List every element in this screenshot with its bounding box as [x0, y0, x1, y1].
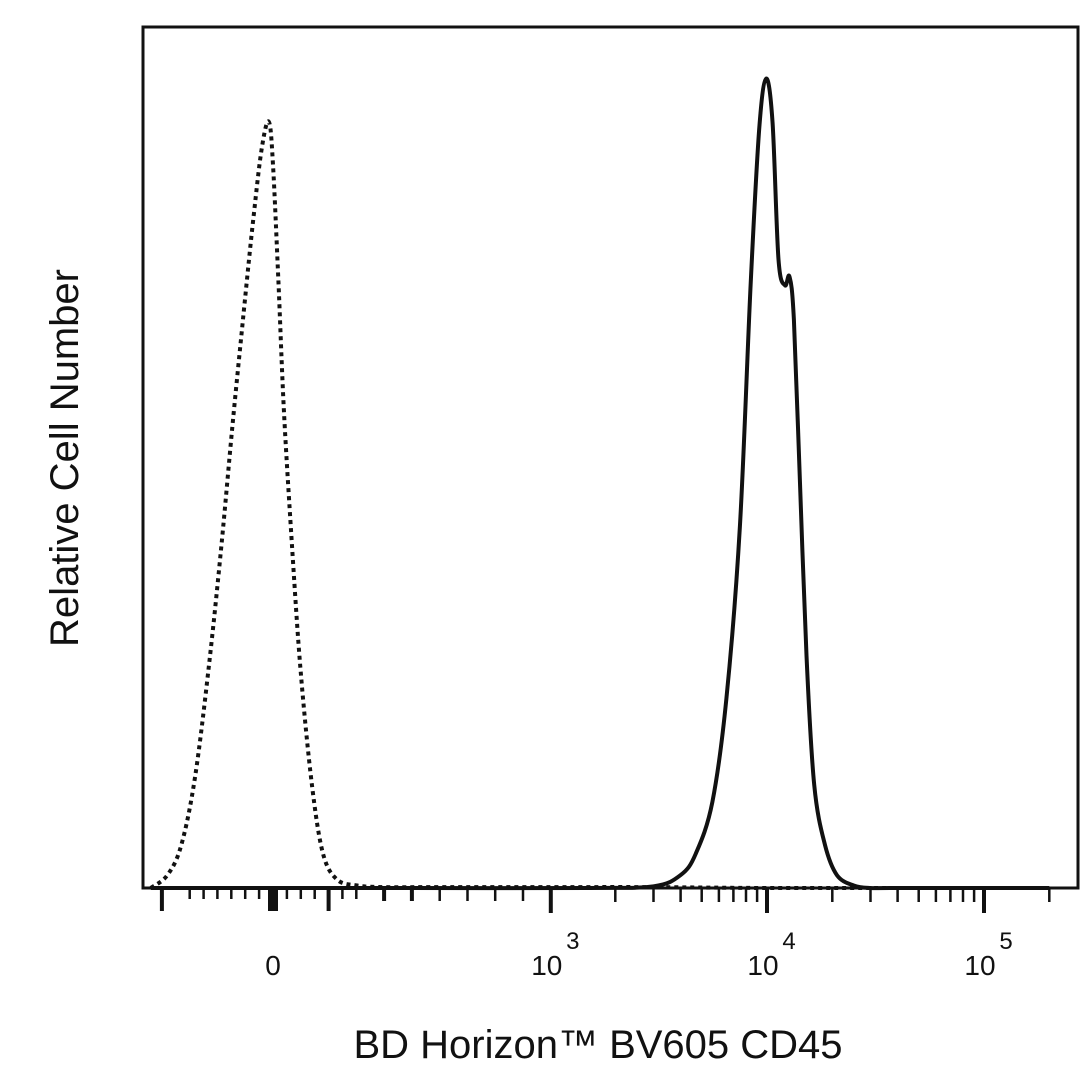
series-layer — [149, 76, 1050, 891]
dotted-histogram-line — [149, 119, 1050, 891]
x-tick-exponent: 3 — [566, 928, 579, 955]
x-tick-exponent: 5 — [999, 928, 1012, 955]
solid-histogram-line — [150, 76, 1050, 891]
x-tick-exponent: 4 — [782, 928, 795, 955]
y-axis-label: Relative Cell Number — [43, 269, 87, 647]
x-tick-label: 10 — [964, 950, 995, 981]
plot-frame — [141, 25, 1080, 890]
x-tick-label: 0 — [265, 950, 281, 981]
x-tick-label: 10 — [747, 950, 778, 981]
x-axis-label: BD Horizon™ BV605 CD45 — [353, 1023, 842, 1067]
x-tick-label: 10 — [531, 950, 562, 981]
x-axis-ticks — [159, 889, 1051, 913]
